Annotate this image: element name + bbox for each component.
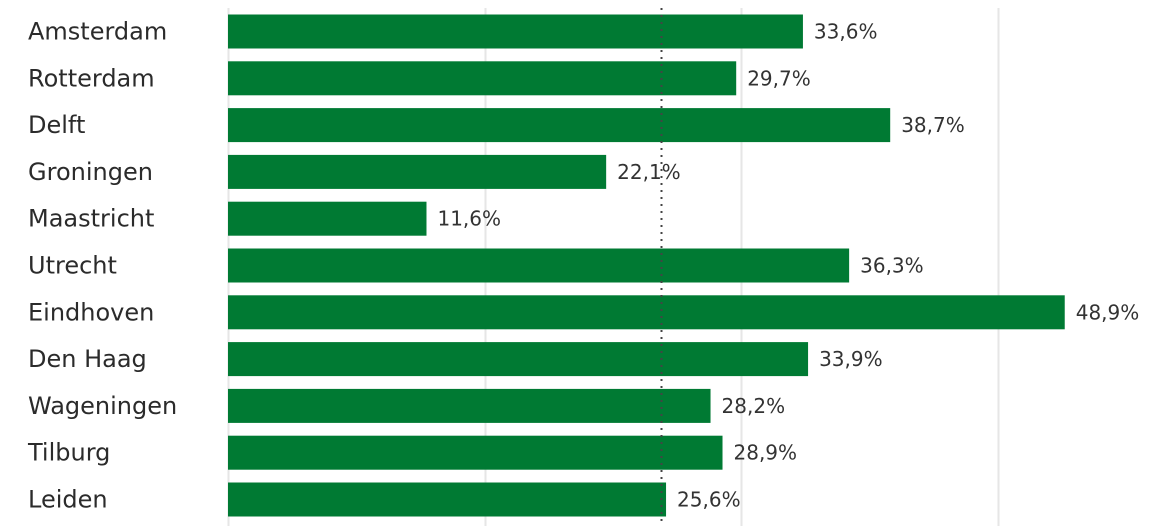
category-label-eindhoven: Eindhoven [28,298,154,326]
value-label-wageningen: 28,2% [722,394,786,418]
bar-leiden [228,482,667,517]
bar-wageningen [228,388,711,423]
bar-rotterdam [228,61,737,96]
value-label-delft: 38,7% [901,113,965,137]
category-label-leiden: Leiden [28,486,108,514]
value-labels: 33,6%29,7% 38,7% 22,1% 11,6% 36,3% 48,9% 33,9%… [437,20,1139,512]
category-label-maastricht: Maastricht [28,205,154,233]
category-label-utrecht: Utrecht [28,252,117,280]
category-label-groningen: Groningen [28,158,153,186]
value-label-leiden: 25,6% [677,488,741,512]
value-label-eindhoven: 48,9% [1076,300,1140,324]
bar-utrecht [228,248,850,283]
category-label-rotterdam: Rotterdam [28,64,155,92]
category-label-amsterdam: Amsterdam [28,18,167,46]
category-label-tilburg: Tilburg [27,439,110,467]
category-label-den-haag: Den Haag [28,345,147,373]
value-label-rotterdam: 29,7% [747,66,811,90]
bar-den-haag [228,342,809,377]
value-label-maastricht: 11,6% [437,207,501,231]
bar-amsterdam [228,14,803,49]
bar-tilburg [228,435,723,470]
bar-eindhoven [228,295,1065,330]
value-label-tilburg: 28,9% [734,441,798,465]
value-label-groningen: 22,1% [617,160,681,184]
category-label-delft: Delft [28,111,85,139]
bar-delft [228,108,891,143]
category-label-wageningen: Wageningen [28,392,177,420]
bar-groningen [228,154,607,189]
bars [228,14,1065,517]
value-label-den-haag: 33,9% [819,347,883,371]
bar-maastricht [228,201,427,236]
value-label-utrecht: 36,3% [860,254,924,278]
category-labels: Amsterdam Rotterdam Delft Groningen Maastric… [27,18,177,514]
value-label-amsterdam: 33,6% [814,20,878,44]
